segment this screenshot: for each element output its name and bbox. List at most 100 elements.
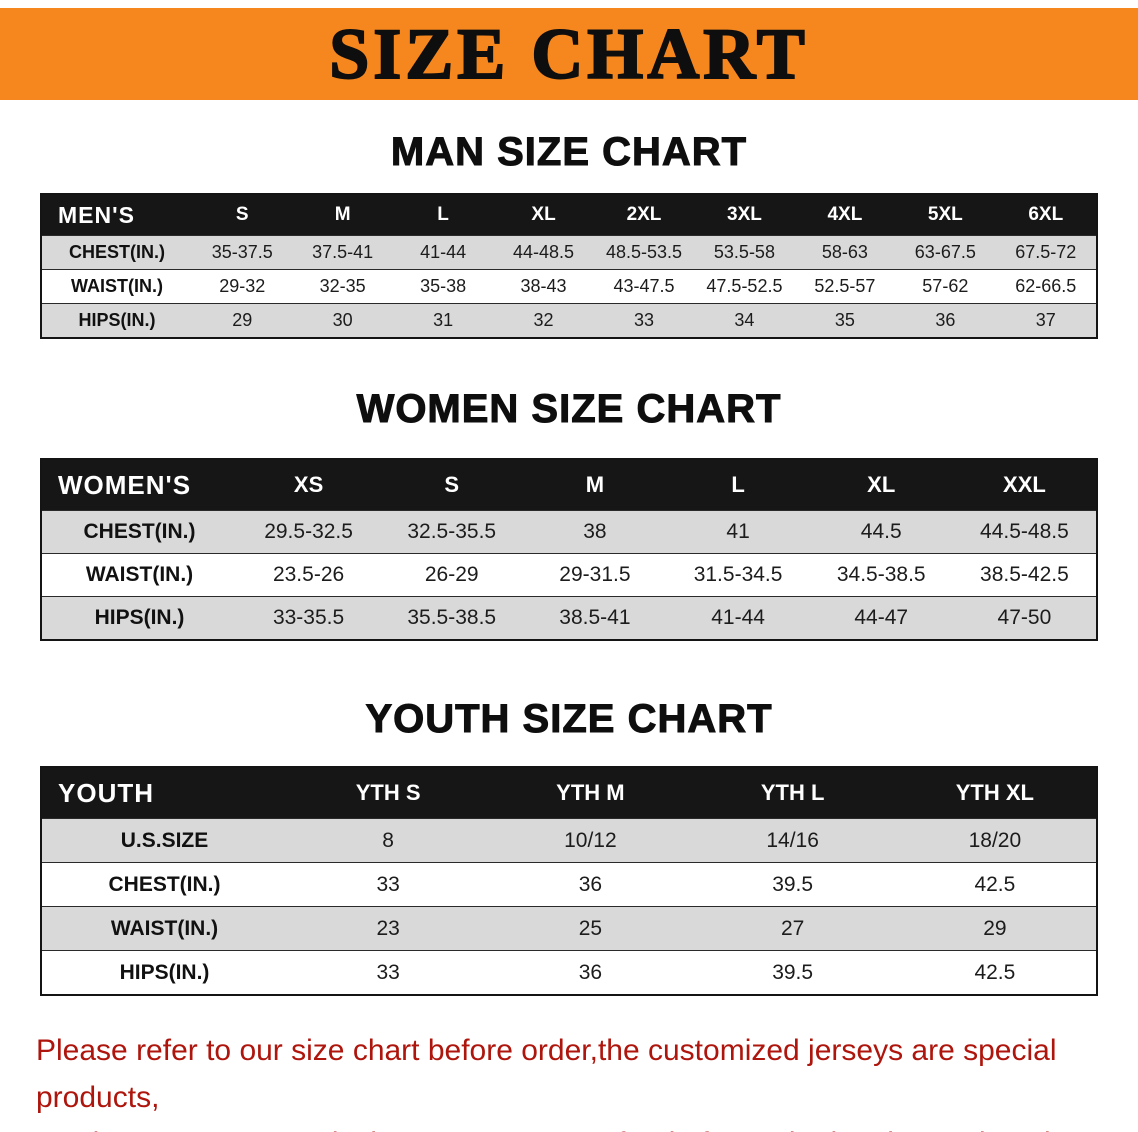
size-value: 23.5-26 (237, 553, 381, 596)
row-label: CHEST(IN.) (42, 510, 237, 553)
size-value: 31.5-34.5 (666, 553, 810, 596)
size-column-header: XXL (952, 460, 1096, 510)
size-value: 36 (489, 862, 692, 906)
row-label: U.S.SIZE (42, 818, 287, 862)
size-value: 36 (895, 303, 996, 337)
size-value: 44.5 (809, 510, 953, 553)
size-column-header: M (292, 195, 393, 235)
size-column-header: M (523, 460, 667, 510)
size-value: 44.5-48.5 (952, 510, 1096, 553)
size-value: 44-48.5 (493, 235, 594, 269)
row-label: WAIST(IN.) (42, 553, 237, 596)
size-value: 33 (287, 862, 490, 906)
size-value: 27 (691, 906, 894, 950)
size-value: 10/12 (489, 818, 692, 862)
size-value: 36 (489, 950, 692, 994)
table-corner-label: MEN'S (42, 195, 192, 235)
size-value: 29 (192, 303, 293, 337)
size-value: 38.5-41 (523, 596, 667, 639)
size-value: 34 (694, 303, 795, 337)
size-value: 32.5-35.5 (380, 510, 524, 553)
size-column-header: 3XL (694, 195, 795, 235)
size-value: 38 (523, 510, 667, 553)
size-column-header: 2XL (593, 195, 695, 235)
size-value: 33 (287, 950, 490, 994)
size-value: 29 (893, 906, 1096, 950)
women-size-chart-heading: WOMEN SIZE CHART (356, 387, 782, 432)
size-value: 41-44 (392, 235, 494, 269)
size-value: 26-29 (380, 553, 524, 596)
size-column-header: XL (809, 460, 953, 510)
size-column-header: YTH S (287, 768, 490, 818)
size-value: 37 (995, 303, 1096, 337)
size-value: 67.5-72 (995, 235, 1096, 269)
size-value: 39.5 (691, 862, 894, 906)
size-column-header: L (666, 460, 810, 510)
size-value: 52.5-57 (794, 269, 896, 303)
size-column-header: S (192, 195, 293, 235)
mens-size-table: MEN'S S M L XL 2XL 3XL 4XL 5XL 6XL CHEST(IN.) 35-37… (40, 193, 1098, 339)
size-value: 29-32 (192, 269, 293, 303)
size-value: 23 (287, 906, 490, 950)
size-value: 34.5-38.5 (809, 553, 953, 596)
size-value: 35-38 (392, 269, 494, 303)
row-label: CHEST(IN.) (42, 235, 192, 269)
size-value: 53.5-58 (694, 235, 795, 269)
size-value: 37.5-41 (292, 235, 393, 269)
size-value: 31 (392, 303, 494, 337)
size-value: 32-35 (292, 269, 393, 303)
size-value: 35-37.5 (192, 235, 293, 269)
size-column-header: 6XL (995, 195, 1096, 235)
size-value: 30 (292, 303, 393, 337)
size-value: 14/16 (691, 818, 894, 862)
table-corner-label: WOMEN'S (42, 460, 237, 510)
size-value: 57-62 (895, 269, 996, 303)
size-value: 48.5-53.5 (593, 235, 695, 269)
size-column-header: 5XL (895, 195, 996, 235)
size-column-header: L (392, 195, 494, 235)
table-corner-label: YOUTH (42, 768, 287, 818)
size-value: 47.5-52.5 (694, 269, 795, 303)
size-value: 41 (666, 510, 810, 553)
size-value: 63-67.5 (895, 235, 996, 269)
size-column-header: YTH M (489, 768, 692, 818)
youth-size-chart-heading: YOUTH SIZE CHART (365, 697, 773, 742)
size-chart-banner: SIZE CHART (0, 8, 1138, 100)
size-value: 32 (493, 303, 594, 337)
row-label: WAIST(IN.) (42, 269, 192, 303)
size-value: 41-44 (666, 596, 810, 639)
size-value: 38.5-42.5 (952, 553, 1096, 596)
size-value: 25 (489, 906, 692, 950)
size-value: 35 (794, 303, 896, 337)
size-chart-disclaimer: Please refer to our size chart before or… (36, 1028, 1102, 1132)
size-column-header: XL (493, 195, 594, 235)
row-label: CHEST(IN.) (42, 862, 287, 906)
row-label: HIPS(IN.) (42, 303, 192, 337)
size-value: 29-31.5 (523, 553, 667, 596)
banner-title: SIZE CHART (328, 13, 809, 95)
row-label: WAIST(IN.) (42, 906, 287, 950)
womens-size-table: WOMEN'S XS S M L XL XXL CHEST(IN.) 29.5-32.5 32.5… (40, 458, 1098, 641)
size-column-header: S (380, 460, 524, 510)
size-value: 35.5-38.5 (380, 596, 524, 639)
row-label: HIPS(IN.) (42, 950, 287, 994)
size-value: 38-43 (493, 269, 594, 303)
size-value: 39.5 (691, 950, 894, 994)
disclaimer-line-1: Please refer to our size chart before or… (36, 1034, 1057, 1114)
disclaimer-line-2: we don't accept cancel, change, teturn o… (36, 1121, 1102, 1132)
size-value: 58-63 (794, 235, 896, 269)
man-size-chart-heading: MAN SIZE CHART (390, 130, 748, 175)
size-value: 8 (287, 818, 490, 862)
youth-size-table: YOUTH YTH S YTH M YTH L YTH XL U.S.SIZE 8 10/12… (40, 766, 1098, 996)
size-column-header: 4XL (794, 195, 896, 235)
size-value: 44-47 (809, 596, 953, 639)
size-column-header: XS (237, 460, 381, 510)
size-value: 18/20 (893, 818, 1096, 862)
row-label: HIPS(IN.) (42, 596, 237, 639)
size-value: 42.5 (893, 950, 1096, 994)
size-value: 43-47.5 (593, 269, 695, 303)
size-column-header: YTH XL (893, 768, 1096, 818)
size-value: 47-50 (952, 596, 1096, 639)
size-column-header: YTH L (691, 768, 894, 818)
size-value: 33 (593, 303, 695, 337)
